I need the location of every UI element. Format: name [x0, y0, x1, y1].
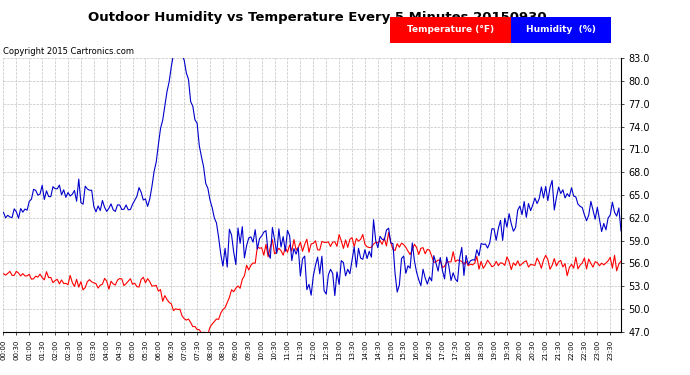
Text: Copyright 2015 Cartronics.com: Copyright 2015 Cartronics.com — [3, 47, 135, 56]
Text: Temperature (°F): Temperature (°F) — [406, 26, 494, 34]
Text: Humidity  (%): Humidity (%) — [526, 26, 595, 34]
Text: Outdoor Humidity vs Temperature Every 5 Minutes 20150930: Outdoor Humidity vs Temperature Every 5 … — [88, 11, 546, 24]
